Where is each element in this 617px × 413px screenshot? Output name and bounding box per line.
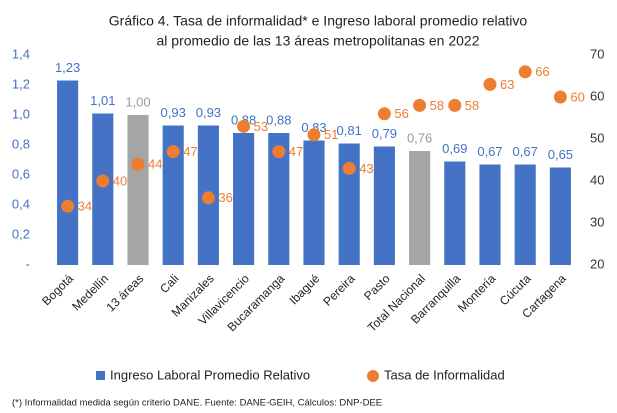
dot-value-label: 63 [500,77,514,92]
bar [57,80,79,265]
x-tick-label: Ibagué [287,271,323,307]
bar [162,125,184,265]
bar [479,164,501,265]
bar [409,151,431,265]
legend-label: Ingreso Laboral Promedio Relativo [110,367,310,382]
y2-tick-label: 60 [590,88,604,103]
bar-value-label: 0,65 [548,147,573,162]
dot [307,128,321,142]
x-tick-label: Pasto [361,271,393,303]
dot [166,145,180,159]
bar [127,115,149,265]
x-tick-label: 13 áreas [103,271,146,314]
chart-title: al promedio de las 13 áreas metropolitan… [157,33,480,49]
bar [338,143,360,265]
bar-value-label: 0,93 [196,105,221,120]
dot [131,157,145,171]
legend-swatch [367,370,379,382]
dot-value-label: 66 [535,64,549,79]
bar-value-label: 1,01 [90,93,115,108]
bar [233,133,255,265]
y2-tick-label: 50 [590,130,604,145]
y2-tick-label: 30 [590,214,604,229]
dot-value-label: 47 [289,144,303,159]
y-tick-label: 0,4 [12,196,30,211]
dot [61,199,75,213]
dot-value-label: 47 [183,144,197,159]
bar-value-label: 1,00 [125,94,150,109]
bar-value-label: 0,88 [266,112,291,127]
bar-value-label: 0,67 [477,144,502,159]
footnote: (*) Informalidad medida según criterio D… [12,398,382,409]
dot [377,107,391,121]
dot [518,65,532,79]
bar [549,167,571,265]
x-tick-label: Cali [157,271,182,296]
dot-value-label: 58 [430,98,444,113]
dot-value-label: 51 [324,127,338,142]
dot-value-label: 40 [113,173,127,188]
dot [553,90,567,104]
bar-value-label: 0,81 [337,123,362,138]
y2-tick-label: 70 [590,46,604,61]
bar [92,113,114,265]
bar-value-label: 0,67 [513,144,538,159]
dot [483,77,497,91]
bar [514,164,536,265]
dot [413,98,427,112]
y-tick-label: 1,2 [12,76,30,91]
bar-value-label: 0,93 [161,105,186,120]
dot-value-label: 56 [394,106,408,121]
dot-value-label: 44 [148,157,162,172]
x-tick-label: Montería [455,271,499,315]
x-tick-label: Pereira [320,271,357,308]
y-tick-label: 0,6 [12,166,30,181]
dot-value-label: 43 [359,161,373,176]
dot [201,191,215,205]
y2-tick-label: 40 [590,172,604,187]
dot-value-label: 58 [465,98,479,113]
bar-value-label: 1,23 [55,60,80,75]
bar [303,140,325,265]
dot [448,98,462,112]
dot-value-label: 36 [218,190,232,205]
legend-label: Tasa de Informalidad [384,367,505,382]
legend-swatch [96,371,105,380]
chart-title: Gráfico 4. Tasa de informalidad* e Ingre… [109,13,528,29]
y-tick-label: - [26,256,30,271]
y-tick-label: 1,4 [12,46,30,61]
dot-value-label: 53 [254,119,268,134]
bar-value-label: 0,76 [407,130,432,145]
bar [268,133,290,265]
dot-value-label: 34 [78,199,92,214]
bar-value-label: 0,79 [372,126,397,141]
dot [237,119,251,133]
dot-value-label: 60 [570,89,584,104]
bar-value-label: 0,69 [442,141,467,156]
y2-tick-label: 20 [590,256,604,271]
dot [342,161,356,175]
bar [444,161,466,265]
dot [272,145,286,159]
y-tick-label: 0,2 [12,226,30,241]
bar [373,146,395,265]
dot [96,174,110,188]
y-tick-label: 1,0 [12,106,30,121]
y-tick-label: 0,8 [12,136,30,151]
bar-value-label: 0,83 [301,120,326,135]
